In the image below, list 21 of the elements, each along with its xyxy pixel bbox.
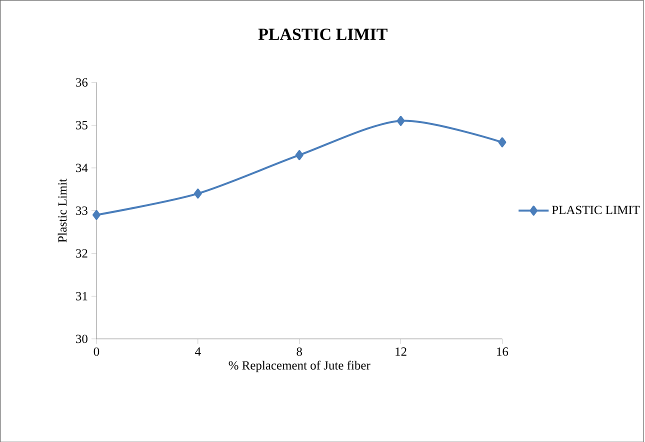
y-tick-label: 35 [76, 120, 88, 130]
chart-title: PLASTIC LIMIT [258, 28, 388, 40]
legend-label: PLASTIC LIMIT [552, 206, 640, 214]
y-tick-label: 33 [76, 206, 88, 215]
point [295, 150, 304, 160]
x-tick-label: 16 [497, 347, 508, 356]
x-tick-label: 8 [296, 347, 302, 356]
point [396, 116, 405, 126]
point [92, 210, 100, 220]
x-axis-title: % Replacement of Jute fiber [228, 360, 370, 372]
x-tick-label: 0 [94, 347, 100, 356]
x-tick-label: 4 [195, 347, 201, 356]
y-tick-label: 34 [76, 164, 88, 172]
y-axis-title: Plastic Limit [58, 178, 67, 242]
x-tick-label: 12 [396, 347, 406, 356]
point [498, 137, 506, 148]
y-tick-label: 36 [76, 78, 88, 86]
point [194, 188, 202, 198]
y-tick-label: 31 [76, 292, 88, 300]
y-tick-label: 30 [76, 334, 88, 343]
y-tick-label: 32 [76, 249, 88, 258]
